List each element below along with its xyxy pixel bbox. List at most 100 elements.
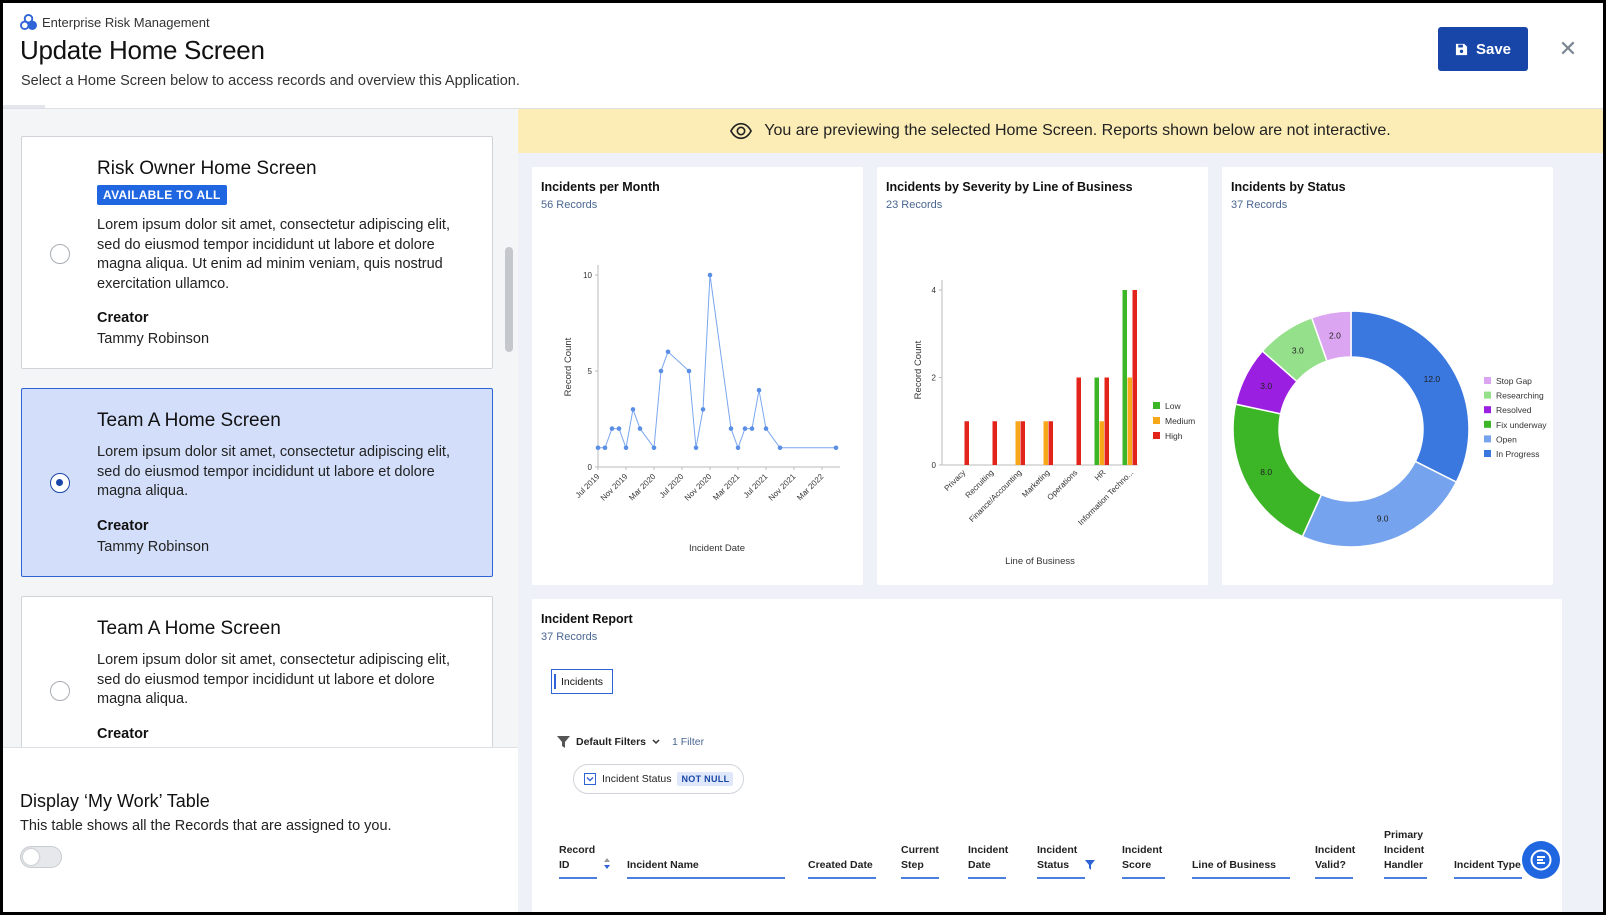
column-header-text: Incident	[968, 844, 1009, 856]
data-point	[602, 445, 608, 451]
slice-label: 2.0	[1329, 330, 1341, 340]
my-work-description: This table shows all the Records that ar…	[20, 818, 392, 834]
column-header-underline	[1192, 877, 1290, 879]
x-axis-title: Line of Business	[1005, 556, 1075, 567]
legend-swatch	[1484, 377, 1491, 384]
data-point	[651, 445, 657, 451]
column-header[interactable]: Incident Date	[968, 843, 1018, 873]
filter-count: 1 Filter	[672, 736, 705, 748]
data-point	[763, 426, 769, 431]
bar	[992, 421, 997, 465]
tab-incidents[interactable]: Incidents	[551, 669, 613, 694]
column-header[interactable]: Primary Incident Handler	[1384, 828, 1439, 873]
column-header[interactable]: Incident Status	[1037, 843, 1097, 873]
header-divider	[3, 105, 45, 108]
list-scrollbar[interactable]	[505, 247, 513, 352]
x-tick-label: Jul 2019	[574, 472, 602, 500]
widget-incident-report: Incident Report 37 Records Incidents Def…	[532, 599, 1562, 912]
column-filter-icon[interactable]	[1085, 857, 1095, 870]
card-description: Lorem ipsum dolor sit amet, consectetur …	[97, 217, 450, 292]
column-header-underline	[968, 877, 1006, 879]
widget-record-count: 37 Records	[1231, 199, 1288, 211]
y-tick-label: 4	[932, 286, 937, 295]
column-header[interactable]: Incident Valid?	[1315, 843, 1365, 873]
y-tick-label: 2	[932, 374, 937, 383]
slice-label: 3.0	[1260, 381, 1272, 391]
column-header-text: Created Date	[808, 859, 873, 871]
bar	[1104, 377, 1109, 465]
app-logo-icon	[20, 14, 37, 31]
column-header-text: Incident	[1315, 844, 1356, 856]
home-screen-card-team-a-2[interactable]: Team A Home Screen Lorem ipsum dolor sit…	[21, 596, 493, 749]
sort-icon[interactable]	[604, 856, 610, 869]
my-work-toggle[interactable]	[20, 846, 62, 868]
card-description: Lorem ipsum dolor sit amet, consectetur …	[97, 444, 450, 499]
creator-label: Creator	[97, 726, 149, 742]
data-point	[707, 272, 713, 278]
y-tick-label: 0	[588, 463, 593, 472]
legend-swatch	[1484, 435, 1491, 443]
legend-label: In Progress	[1496, 449, 1539, 459]
my-work-section: Display ‘My Work’ Table This table shows…	[3, 747, 518, 912]
column-header[interactable]: Incident Score	[1122, 843, 1177, 873]
column-header-text: Incident	[1384, 844, 1425, 856]
x-tick-label: Finance/Accounting	[967, 468, 1023, 524]
widget-title: Incidents by Status	[1231, 180, 1346, 194]
legend-label: Open	[1496, 434, 1517, 444]
x-tick-label: Jul 2020	[658, 472, 686, 500]
column-header[interactable]: Line of Business	[1192, 858, 1302, 873]
home-screen-card-team-a[interactable]: Team A Home Screen Lorem ipsum dolor sit…	[21, 388, 493, 577]
legend-swatch	[1153, 402, 1160, 409]
column-header-text: Score	[1122, 859, 1152, 871]
column-header-underline	[901, 877, 939, 879]
donut-slice	[1350, 310, 1470, 484]
preview-banner: You are previewing the selected Home Scr…	[518, 109, 1603, 153]
data-point	[735, 445, 741, 451]
y-axis-title: Record Count	[563, 337, 574, 396]
slice-label: 12.0	[1424, 374, 1441, 384]
x-tick-label: HR	[1093, 468, 1108, 483]
legend-swatch	[1153, 417, 1160, 424]
filter-chip-incident-status[interactable]: Incident Status NOT NULL	[573, 764, 745, 794]
assistant-icon	[1530, 849, 1552, 871]
legend-swatch	[1484, 420, 1491, 428]
bar-chart: 024PrivacyRecruitingFinance/AccountingMa…	[913, 280, 1195, 567]
bar	[964, 421, 969, 465]
report-title: Incident Report	[541, 612, 633, 626]
column-header[interactable]: Record ID	[559, 843, 609, 873]
creator-name: Tammy Robinson	[97, 539, 210, 555]
column-header-underline	[1454, 877, 1522, 879]
column-header[interactable]: Incident Type	[1454, 858, 1534, 873]
card-radio[interactable]	[50, 244, 70, 264]
bar	[1020, 421, 1025, 465]
card-radio[interactable]	[50, 681, 70, 701]
help-assistant-button[interactable]	[1522, 841, 1560, 879]
save-button[interactable]: Save	[1438, 27, 1528, 71]
column-header-text: Incident Type	[1454, 859, 1521, 871]
creator-label: Creator	[97, 310, 149, 326]
column-header-underline	[808, 877, 876, 879]
column-header-text: Current	[901, 844, 939, 856]
donut-chart: 12.0 9.0 8.0 3.0 3.0 2.0 Stop Gap Researching Re…	[1232, 310, 1547, 548]
x-tick-label: Jul 2021	[742, 472, 770, 500]
filter-bar[interactable]: Default Filters 1 Filter	[557, 736, 704, 748]
column-header[interactable]: Incident Name	[627, 858, 797, 873]
legend-swatch	[1484, 406, 1491, 414]
column-header[interactable]: Current Step	[901, 843, 951, 873]
card-title: Team A Home Screen	[97, 618, 281, 639]
x-tick-label: Nov 2020	[683, 472, 714, 503]
data-point	[686, 368, 692, 374]
column-header-underline	[1384, 877, 1427, 879]
series-line	[598, 274, 836, 450]
x-tick-label: Mar 2022	[795, 472, 826, 503]
column-header-text: Status	[1037, 859, 1070, 871]
y-tick-label: 0	[932, 461, 937, 470]
legend-label: High	[1165, 431, 1183, 441]
y-tick-label: 5	[588, 367, 593, 376]
home-screen-card-risk-owner[interactable]: Risk Owner Home Screen AVAILABLE TO ALL …	[21, 136, 493, 369]
column-header[interactable]: Created Date	[808, 858, 888, 873]
data-point	[630, 407, 636, 412]
card-radio-selected[interactable]	[50, 473, 70, 493]
legend-label: Medium	[1165, 416, 1195, 426]
close-icon[interactable]: ✕	[1558, 36, 1578, 61]
